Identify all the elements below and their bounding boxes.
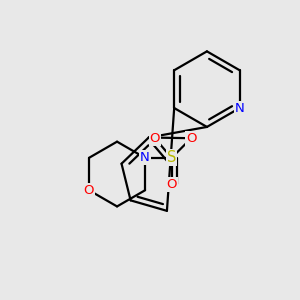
- Text: O: O: [150, 132, 160, 145]
- Text: O: O: [166, 178, 177, 191]
- Text: S: S: [167, 150, 176, 165]
- Text: O: O: [84, 184, 94, 197]
- Text: N: N: [140, 152, 150, 164]
- Text: O: O: [186, 132, 196, 145]
- Text: N: N: [235, 101, 244, 115]
